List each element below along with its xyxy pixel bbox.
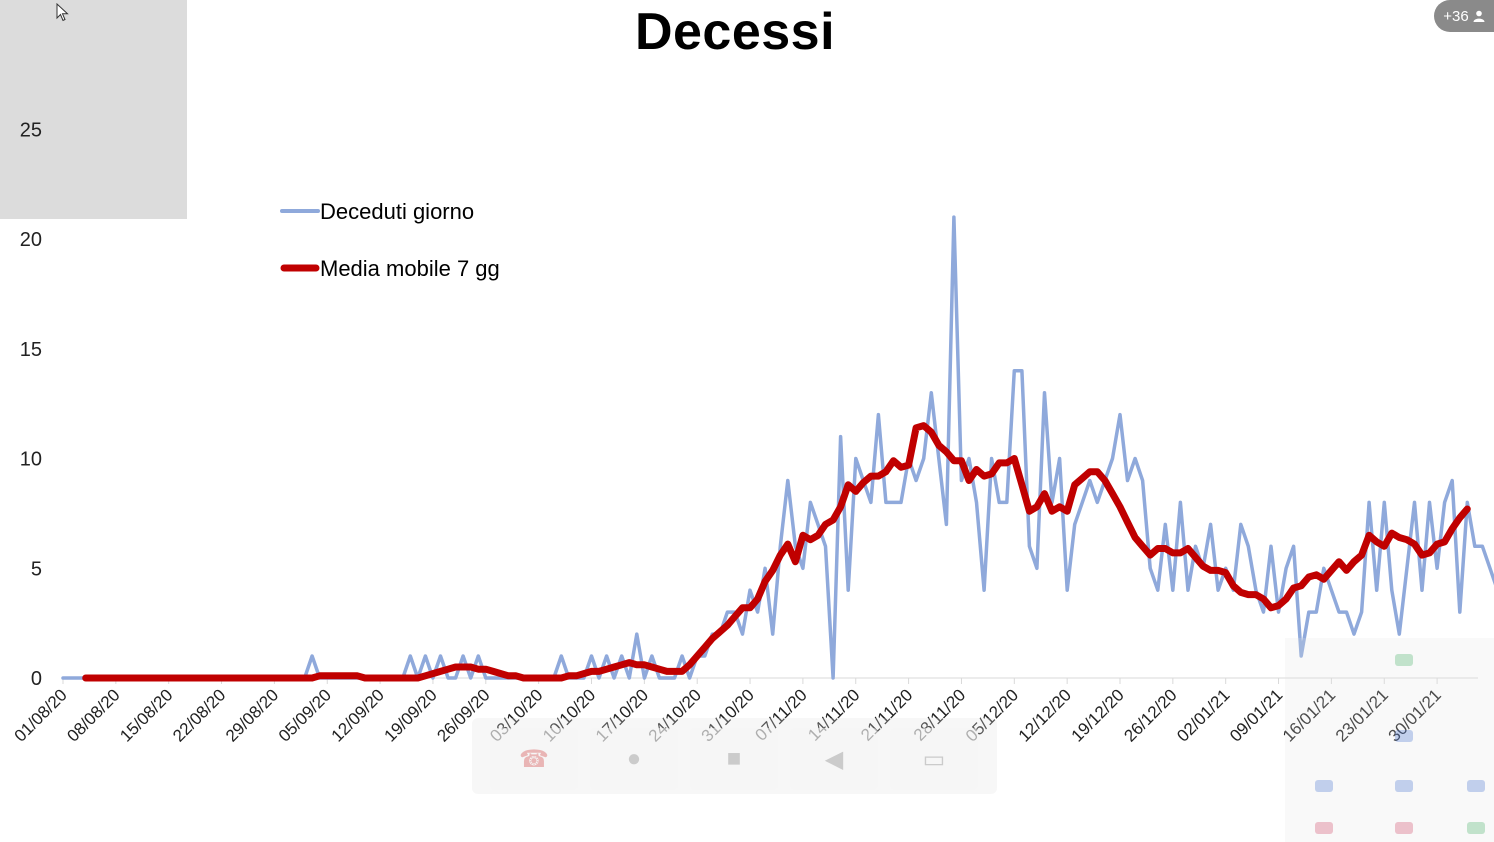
share-screen-button[interactable]: ▭ — [890, 728, 978, 790]
x-tick-label: 12/09/20 — [328, 685, 388, 745]
hangup-button[interactable]: ☎ — [490, 728, 578, 790]
video-icon — [1395, 654, 1413, 666]
x-tick-label: 26/12/20 — [1120, 685, 1180, 745]
participants-badge[interactable]: +36 — [1434, 0, 1494, 32]
x-tick-label: 05/09/20 — [275, 685, 335, 745]
participant-thumbnails[interactable] — [1285, 638, 1494, 842]
mouse-cursor-icon — [56, 3, 69, 22]
speaker-button[interactable]: ◀ — [790, 728, 878, 790]
y-axis: 0 5 10 15 20 25 — [20, 119, 42, 690]
x-tick-label: 22/08/20 — [169, 685, 229, 745]
y-tick-label: 10 — [20, 449, 42, 471]
series-group — [61, 215, 1494, 682]
legend-label-daily: Deceduti giorno — [320, 199, 474, 224]
phone-icon: ☎ — [519, 745, 549, 773]
x-tick-label: 19/12/20 — [1068, 685, 1128, 745]
y-tick-label: 0 — [31, 668, 42, 690]
series-line-media-mobile — [82, 422, 1471, 682]
x-tick-label: 09/01/21 — [1226, 685, 1286, 745]
mute-button[interactable]: ● — [590, 728, 678, 790]
video-icon — [1467, 780, 1485, 792]
y-tick-label: 15 — [20, 339, 42, 361]
x-tick-label: 15/08/20 — [116, 685, 176, 745]
camera-button[interactable]: ■ — [690, 728, 778, 790]
x-tick-label: 19/09/20 — [381, 685, 441, 745]
y-tick-label: 25 — [20, 119, 42, 141]
video-icon — [1395, 780, 1413, 792]
x-tick-label: 29/08/20 — [222, 685, 282, 745]
legend: Deceduti giorno Media mobile 7 gg — [280, 199, 500, 281]
x-tick-label: 12/12/20 — [1015, 685, 1075, 745]
video-icon — [1395, 730, 1413, 742]
y-tick-label: 5 — [31, 558, 42, 580]
person-icon — [1473, 10, 1485, 22]
series-line-deceduti-giorno — [61, 215, 1494, 680]
x-tick-label: 08/08/20 — [63, 685, 123, 745]
x-tick-label: 01/08/20 — [11, 685, 71, 745]
video-icon — [1395, 822, 1413, 834]
speaker-icon: ◀ — [824, 745, 844, 773]
monitor-icon: ▭ — [922, 745, 946, 773]
y-tick-label: 20 — [20, 229, 42, 251]
participants-count: +36 — [1443, 7, 1469, 25]
chart-title: Decessi — [634, 3, 836, 61]
screen-share-panel — [0, 0, 187, 219]
camera-icon: ■ — [726, 745, 742, 772]
video-icon — [1315, 780, 1333, 792]
video-icon — [1315, 822, 1333, 834]
legend-label-avg: Media mobile 7 gg — [320, 256, 500, 281]
microphone-icon: ● — [626, 745, 642, 772]
video-icon — [1467, 822, 1485, 834]
call-controls: ☎ ● ■ ◀ ▭ — [472, 718, 997, 794]
x-tick-label: 02/01/21 — [1173, 685, 1233, 745]
